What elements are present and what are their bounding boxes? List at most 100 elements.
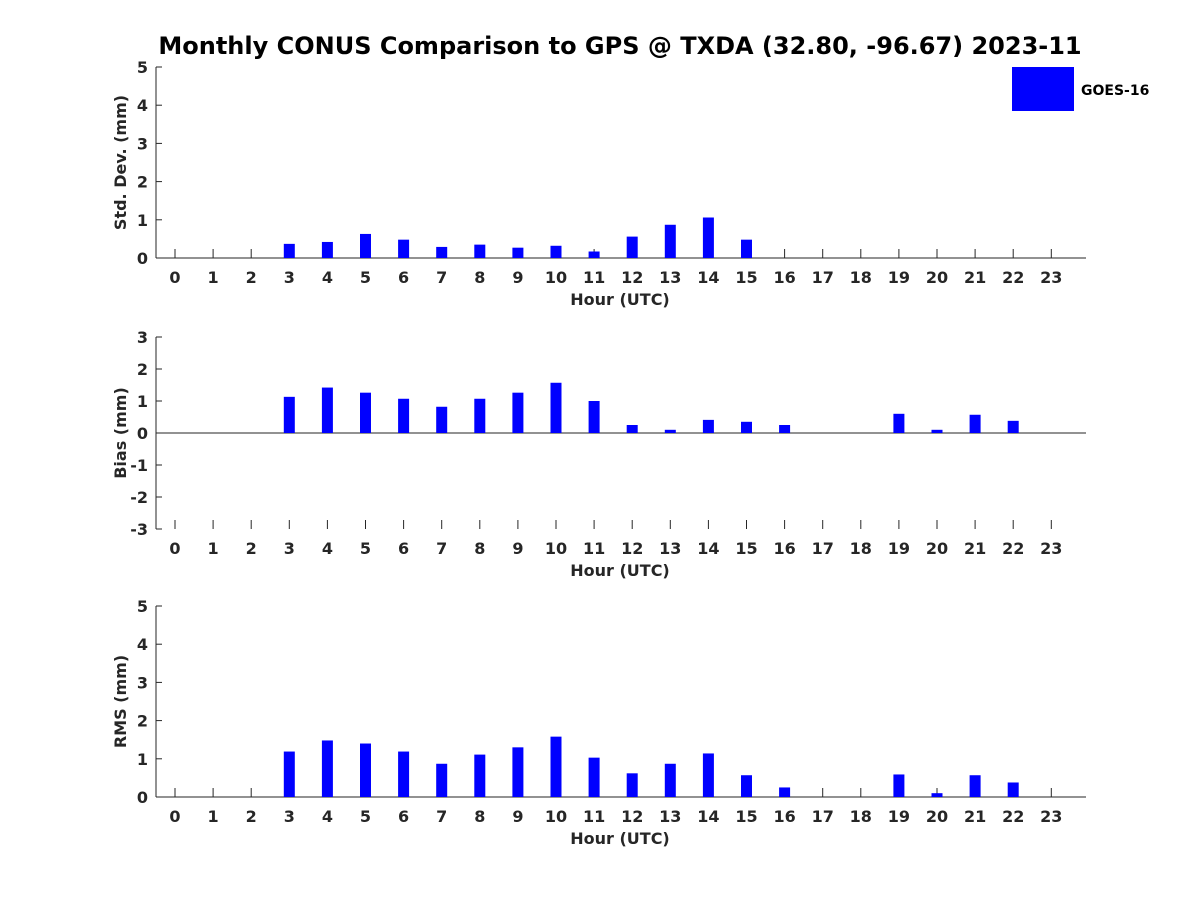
bar bbox=[779, 787, 791, 797]
bar bbox=[588, 251, 600, 258]
y-tick-label: 4 bbox=[137, 635, 148, 654]
y-tick-label: 5 bbox=[137, 58, 148, 77]
x-tick-label: 12 bbox=[621, 807, 643, 826]
bar bbox=[664, 763, 676, 797]
y-tick-label: 0 bbox=[137, 249, 148, 268]
x-tick-label: 23 bbox=[1040, 539, 1062, 558]
bar bbox=[931, 793, 943, 797]
bar bbox=[626, 773, 638, 797]
x-tick-label: 20 bbox=[926, 268, 948, 287]
x-tick-label: 22 bbox=[1002, 268, 1024, 287]
x-tick-label: 18 bbox=[850, 807, 872, 826]
bar bbox=[360, 233, 371, 258]
x-tick-label: 20 bbox=[926, 539, 948, 558]
y-tick-label: 1 bbox=[137, 392, 148, 411]
y-axis-label: RMS (mm) bbox=[111, 655, 130, 748]
y-axis-label: Std. Dev. (mm) bbox=[111, 95, 130, 230]
bar bbox=[321, 740, 333, 797]
x-tick-label: 16 bbox=[773, 268, 795, 287]
bar bbox=[893, 413, 905, 433]
bar bbox=[1007, 420, 1019, 433]
y-tick-label: 2 bbox=[137, 173, 148, 192]
x-tick-label: 14 bbox=[697, 539, 719, 558]
x-tick-label: 16 bbox=[773, 807, 795, 826]
y-tick-label: -3 bbox=[130, 520, 148, 539]
x-tick-label: 6 bbox=[398, 807, 409, 826]
bar bbox=[360, 743, 371, 797]
bar bbox=[588, 757, 600, 797]
bar bbox=[702, 419, 714, 433]
x-tick-label: 14 bbox=[697, 807, 719, 826]
bar bbox=[360, 392, 371, 433]
x-tick-label: 15 bbox=[735, 268, 757, 287]
bar bbox=[1007, 782, 1019, 797]
x-tick-label: 22 bbox=[1002, 539, 1024, 558]
bar bbox=[474, 754, 486, 797]
bar bbox=[702, 753, 714, 797]
bar bbox=[398, 239, 410, 258]
x-tick-label: 3 bbox=[284, 539, 295, 558]
x-tick-label: 4 bbox=[322, 539, 333, 558]
bar bbox=[969, 414, 981, 433]
x-tick-label: 11 bbox=[583, 539, 605, 558]
y-tick-label: 5 bbox=[137, 597, 148, 616]
x-axis-label: Hour (UTC) bbox=[570, 829, 670, 848]
bar bbox=[283, 243, 295, 258]
y-tick-label: 1 bbox=[137, 750, 148, 769]
legend-swatch bbox=[1012, 67, 1074, 111]
bar bbox=[588, 401, 600, 433]
bar bbox=[283, 751, 295, 797]
x-tick-label: 19 bbox=[888, 268, 910, 287]
x-tick-label: 12 bbox=[621, 539, 643, 558]
bar bbox=[474, 244, 486, 258]
x-tick-label: 5 bbox=[360, 539, 371, 558]
y-tick-label: -1 bbox=[130, 456, 148, 475]
bar bbox=[512, 747, 524, 797]
y-tick-label: 3 bbox=[137, 134, 148, 153]
x-tick-label: 2 bbox=[246, 268, 257, 287]
y-tick-label: 3 bbox=[137, 673, 148, 692]
x-tick-label: 5 bbox=[360, 807, 371, 826]
bar bbox=[969, 775, 981, 797]
bar bbox=[779, 425, 791, 433]
bar bbox=[741, 239, 752, 258]
legend-label: GOES-16 bbox=[1081, 83, 1149, 99]
x-tick-label: 8 bbox=[474, 539, 485, 558]
x-tick-label: 9 bbox=[512, 807, 523, 826]
x-tick-label: 0 bbox=[169, 539, 180, 558]
x-tick-label: 13 bbox=[659, 539, 681, 558]
x-tick-label: 18 bbox=[850, 539, 872, 558]
x-tick-label: 8 bbox=[474, 268, 485, 287]
y-tick-label: 0 bbox=[137, 788, 148, 807]
x-tick-label: 11 bbox=[583, 268, 605, 287]
bar bbox=[398, 751, 410, 797]
bar bbox=[436, 763, 448, 797]
y-tick-label: 2 bbox=[137, 360, 148, 379]
x-tick-label: 13 bbox=[659, 268, 681, 287]
x-tick-label: 12 bbox=[621, 268, 643, 287]
x-tick-label: 18 bbox=[850, 268, 872, 287]
x-tick-label: 14 bbox=[697, 268, 719, 287]
x-tick-label: 7 bbox=[436, 539, 447, 558]
bar bbox=[436, 406, 448, 433]
x-tick-label: 2 bbox=[246, 807, 257, 826]
bar bbox=[321, 387, 333, 433]
bar bbox=[702, 217, 714, 258]
x-tick-label: 0 bbox=[169, 807, 180, 826]
x-tick-label: 6 bbox=[398, 268, 409, 287]
x-tick-label: 13 bbox=[659, 807, 681, 826]
x-tick-label: 6 bbox=[398, 539, 409, 558]
x-tick-label: 11 bbox=[583, 807, 605, 826]
x-tick-label: 1 bbox=[208, 539, 219, 558]
x-tick-label: 5 bbox=[360, 268, 371, 287]
x-tick-label: 1 bbox=[208, 807, 219, 826]
x-tick-label: 22 bbox=[1002, 807, 1024, 826]
x-tick-label: 8 bbox=[474, 807, 485, 826]
x-axis-label: Hour (UTC) bbox=[570, 290, 670, 309]
x-tick-label: 4 bbox=[322, 268, 333, 287]
bar bbox=[626, 236, 638, 258]
x-tick-label: 17 bbox=[812, 268, 834, 287]
bar bbox=[626, 425, 638, 433]
